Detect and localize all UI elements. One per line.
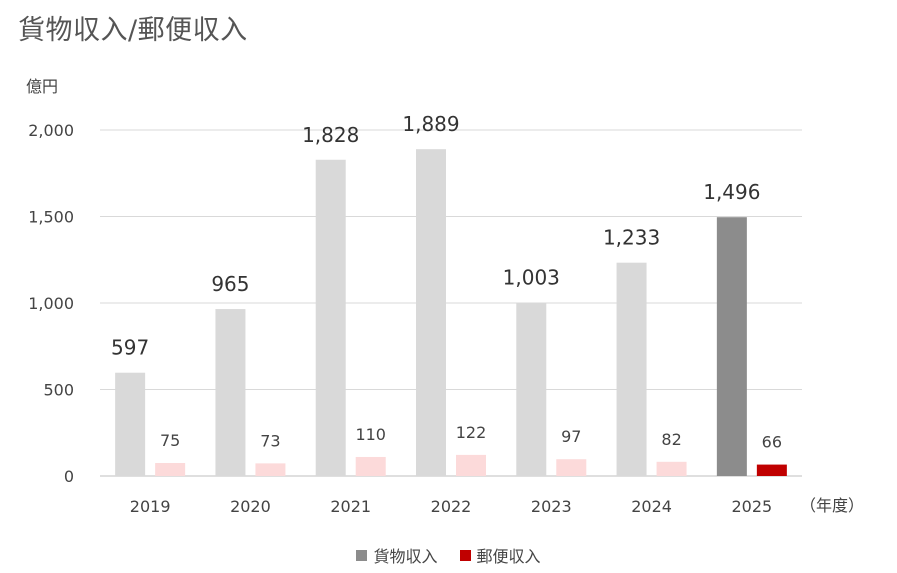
- legend: 貨物収入 郵便収入: [0, 543, 897, 567]
- bar-mail: [255, 463, 286, 476]
- legend-swatch-cargo: [356, 549, 368, 561]
- data-label-mail: 75: [160, 431, 180, 450]
- bar-cargo: [416, 149, 446, 476]
- bar-cargo: [616, 262, 647, 476]
- bar-mail: [656, 461, 687, 476]
- data-label-mail: 110: [355, 425, 386, 444]
- y-tick-label: 1,500: [28, 208, 74, 227]
- x-tick-label: 2023: [531, 497, 572, 516]
- data-label-mail: 82: [661, 430, 681, 449]
- legend-label-cargo: 貨物収入: [373, 547, 438, 566]
- bar-cargo: [315, 159, 346, 477]
- data-label-cargo: 1,496: [703, 180, 760, 204]
- data-label-cargo: 1,889: [402, 112, 459, 136]
- data-label-mail: 122: [456, 423, 487, 442]
- bars: [115, 149, 787, 477]
- x-tick-label: 2019: [130, 497, 171, 516]
- data-label-cargo: 1,233: [603, 226, 660, 250]
- x-tick-label: 2021: [330, 497, 371, 516]
- bar-cargo: [215, 309, 246, 476]
- x-axis-unit: （年度）: [800, 496, 864, 515]
- legend-item-cargo: 貨物収入: [356, 543, 438, 567]
- data-label-mail: 66: [762, 433, 782, 452]
- y-tick-label: 500: [43, 381, 74, 400]
- data-label-cargo: 597: [111, 336, 149, 360]
- bar-cargo: [516, 302, 547, 476]
- bar-chart: 億円 0 500 1,000 1,500 2,000 597 75 965 73 1,828 11…: [26, 77, 864, 516]
- y-axis-unit: 億円: [26, 77, 58, 96]
- bar-mail: [756, 464, 787, 476]
- bar-cargo: [716, 217, 747, 476]
- legend-swatch-mail: [459, 549, 471, 561]
- y-tick-label: 2,000: [28, 121, 74, 140]
- x-tick-label: 2024: [631, 497, 672, 516]
- y-tick-label: 1,000: [28, 294, 74, 313]
- data-label-mail: 97: [561, 427, 581, 446]
- x-tick-label: 2020: [230, 497, 271, 516]
- chart-title: 貨物収入/郵便収入: [18, 15, 248, 46]
- bar-cargo: [115, 372, 146, 476]
- data-label-cargo: 965: [211, 272, 249, 296]
- gridlines: [100, 129, 802, 477]
- x-tick-label: 2025: [731, 497, 772, 516]
- data-label-cargo: 1,003: [503, 265, 560, 289]
- bar-mail: [556, 459, 587, 476]
- data-label-cargo: 1,828: [302, 123, 359, 147]
- x-tick-labels: 2019 2020 2021 2022 2023 2024 2025: [130, 497, 772, 516]
- bar-mail: [456, 454, 486, 476]
- legend-item-mail: 郵便収入: [459, 543, 541, 567]
- legend-label-mail: 郵便収入: [476, 547, 541, 566]
- data-label-mail: 73: [260, 431, 280, 450]
- y-tick-labels: 0 500 1,000 1,500 2,000: [28, 121, 74, 486]
- y-tick-label: 0: [64, 467, 74, 486]
- x-tick-label: 2022: [431, 497, 472, 516]
- bar-mail: [355, 456, 386, 476]
- bar-mail: [155, 463, 186, 476]
- value-labels: 597 75 965 73 1,828 110 1,889 122 1,003 97 1,233 82…: [111, 112, 782, 451]
